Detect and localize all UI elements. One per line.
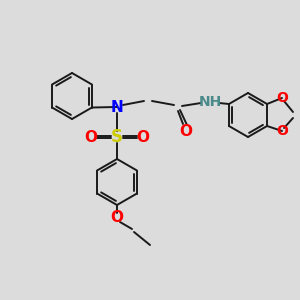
Text: O: O — [136, 130, 149, 145]
Text: O: O — [276, 91, 288, 105]
Text: O: O — [110, 211, 124, 226]
Text: NH: NH — [198, 95, 222, 109]
Text: O: O — [85, 130, 98, 145]
Text: N: N — [111, 100, 123, 115]
Text: O: O — [179, 124, 193, 139]
Text: S: S — [111, 128, 123, 146]
Text: O: O — [276, 124, 288, 138]
